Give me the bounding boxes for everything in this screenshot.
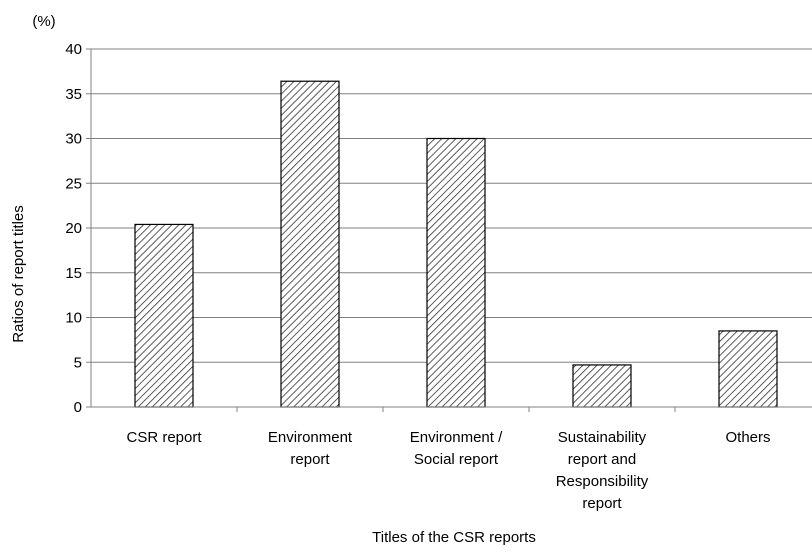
y-tick-label: 15 bbox=[65, 265, 82, 282]
x-axis-label: Titles of the CSR reports bbox=[372, 529, 536, 546]
y-tick-label: 20 bbox=[65, 220, 82, 237]
y-tick-label: 40 bbox=[65, 41, 82, 58]
x-tick-label: Environment report bbox=[268, 429, 353, 468]
y-tick-label: 35 bbox=[65, 86, 82, 103]
y-tick-label: 30 bbox=[65, 131, 82, 148]
bars bbox=[134, 80, 778, 408]
x-tick-label: Environment / Social report bbox=[410, 429, 503, 468]
bar bbox=[572, 364, 632, 408]
x-tick-label: CSR report bbox=[126, 429, 202, 446]
bar bbox=[426, 137, 486, 408]
y-tick-label: 0 bbox=[74, 399, 82, 416]
labels: 0 5 10 15 20 25 30 35 40 CSR report Environment rep… bbox=[65, 41, 770, 512]
y-tick-label: 5 bbox=[74, 354, 82, 371]
x-tick-label: Others bbox=[725, 429, 770, 446]
bar bbox=[134, 223, 194, 408]
y-tick-label: 10 bbox=[65, 310, 82, 327]
bar bbox=[280, 80, 340, 408]
y-axis-label: Ratios of report titles bbox=[10, 205, 27, 343]
x-tick-label: Sustainability report and Responsibility re… bbox=[556, 429, 649, 512]
y-tick-label: 25 bbox=[65, 175, 82, 192]
axes bbox=[86, 48, 812, 412]
bar bbox=[718, 330, 778, 408]
y-axis-unit: (%) bbox=[32, 13, 55, 30]
